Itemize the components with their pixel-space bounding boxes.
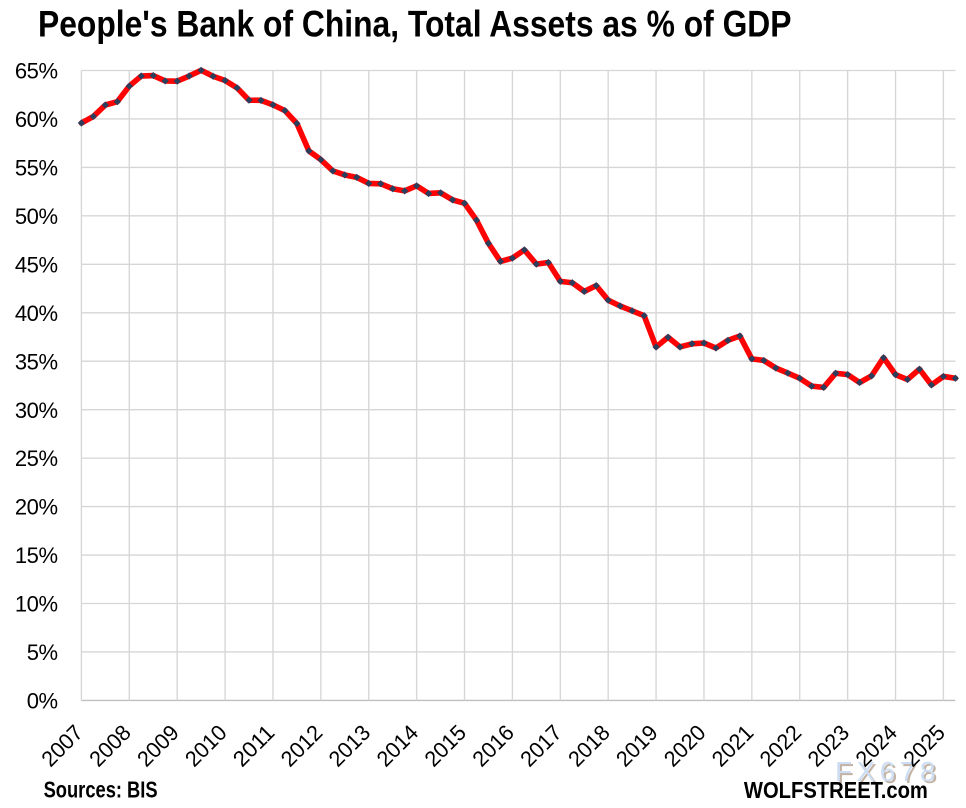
svg-text:2019: 2019 (611, 720, 663, 772)
svg-text:2017: 2017 (515, 720, 567, 772)
svg-text:2014: 2014 (372, 720, 424, 772)
svg-text:50%: 50% (15, 204, 58, 229)
svg-text:65%: 65% (15, 59, 58, 84)
svg-text:2012: 2012 (276, 720, 328, 772)
svg-text:2016: 2016 (467, 720, 519, 772)
svg-text:WOLFSTREET.com: WOLFSTREET.com (744, 777, 928, 803)
svg-text:People's Bank of China, Total: People's Bank of China, Total Assets as … (38, 4, 792, 45)
svg-text:55%: 55% (15, 156, 58, 181)
svg-text:2008: 2008 (84, 720, 136, 772)
svg-text:10%: 10% (15, 592, 58, 617)
svg-text:2022: 2022 (755, 720, 807, 772)
svg-text:5%: 5% (27, 640, 58, 665)
svg-text:25%: 25% (15, 446, 58, 471)
svg-text:30%: 30% (15, 398, 58, 423)
svg-text:FX678: FX678 (837, 758, 942, 789)
svg-text:2015: 2015 (419, 720, 471, 772)
svg-text:FX678: FX678 (835, 756, 940, 787)
svg-text:45%: 45% (15, 252, 58, 277)
svg-text:2013: 2013 (324, 720, 376, 772)
svg-text:Sources: BIS: Sources: BIS (44, 776, 158, 802)
svg-text:2018: 2018 (563, 720, 615, 772)
svg-text:2009: 2009 (132, 720, 184, 772)
svg-text:2020: 2020 (659, 720, 711, 772)
svg-text:2007: 2007 (36, 720, 88, 772)
svg-text:2010: 2010 (180, 720, 232, 772)
svg-text:2021: 2021 (707, 720, 759, 772)
svg-text:2011: 2011 (228, 720, 280, 772)
svg-text:40%: 40% (15, 301, 58, 326)
svg-text:15%: 15% (15, 543, 58, 568)
svg-text:60%: 60% (15, 107, 58, 132)
svg-text:35%: 35% (15, 349, 58, 374)
svg-text:20%: 20% (15, 495, 58, 520)
svg-text:0%: 0% (27, 689, 58, 714)
